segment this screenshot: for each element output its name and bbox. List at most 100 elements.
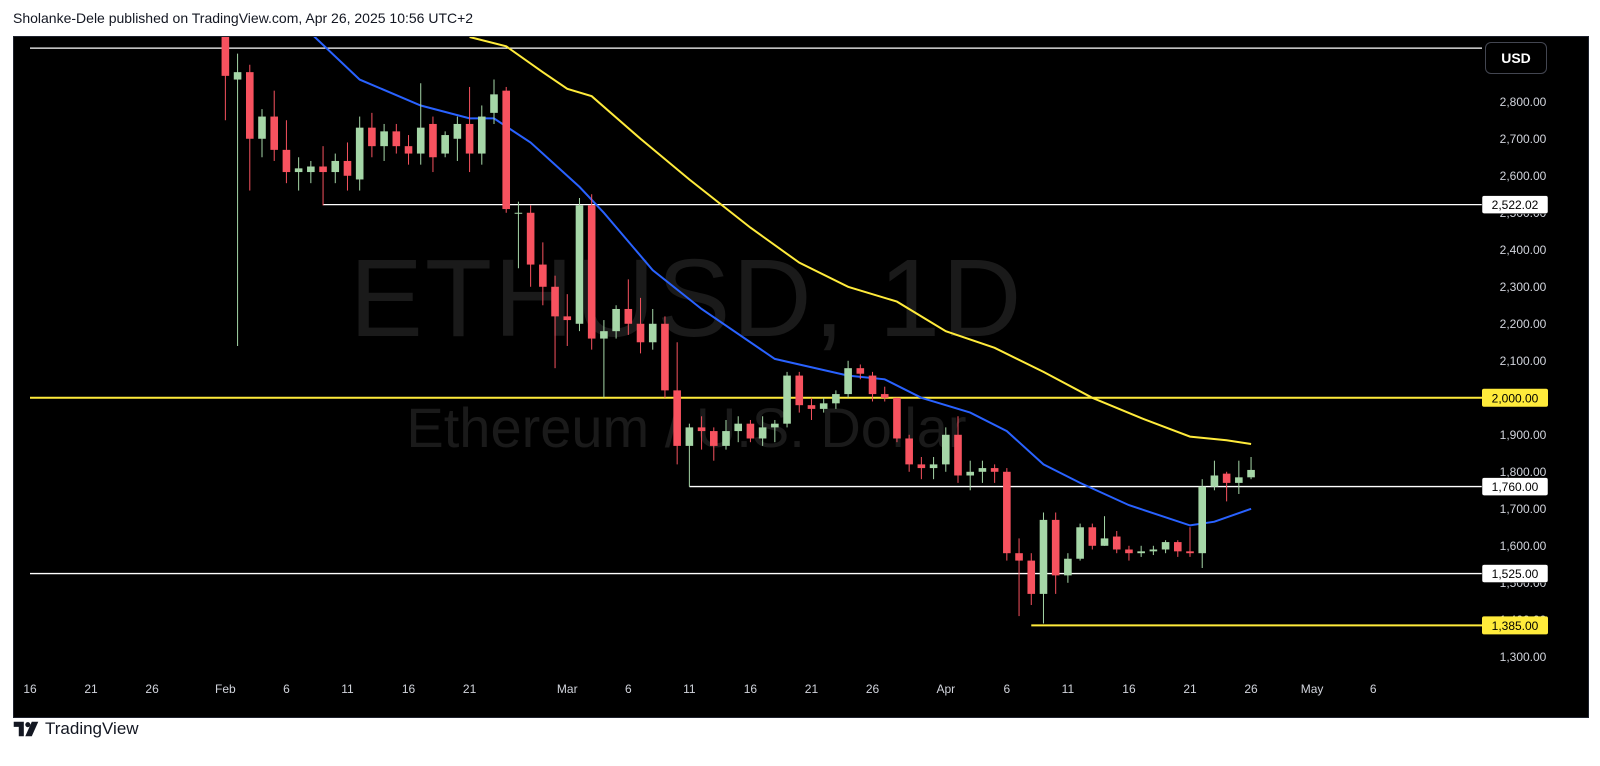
candle-body — [1076, 527, 1084, 559]
candle-body — [307, 166, 315, 173]
candle — [1137, 545, 1145, 557]
level-price-label: 1,760.00 — [1492, 480, 1539, 494]
candle — [905, 434, 913, 472]
chart-pane[interactable]: ETHUSD, 1D Ethereum / U.S. Dollar 1,300.… — [13, 36, 1589, 718]
candle — [587, 194, 596, 350]
candle-body — [978, 468, 987, 472]
candle — [270, 90, 279, 161]
y-axis-tick-label: 2,600.00 — [1500, 169, 1547, 183]
candle — [697, 416, 706, 450]
publisher-caption: Sholanke-Dele published on TradingView.c… — [13, 10, 474, 26]
candle-body — [343, 160, 352, 176]
candle — [343, 142, 352, 191]
candle — [880, 386, 889, 402]
y-axis-tick-label: 1,300.00 — [1500, 650, 1547, 664]
candle-body — [734, 423, 743, 432]
candle-body — [416, 127, 425, 154]
candle-body — [465, 123, 474, 154]
candle — [771, 419, 779, 443]
candle-body — [1088, 527, 1097, 546]
level-price-label: 1,385.00 — [1492, 619, 1539, 633]
y-axis-tick-label: 2,700.00 — [1500, 132, 1547, 146]
candle-body — [1161, 542, 1170, 550]
candle-body — [587, 205, 596, 339]
candle-body — [1100, 538, 1109, 546]
tradingview-logo-icon — [13, 721, 39, 737]
y-axis-tick-label: 2,100.00 — [1500, 354, 1547, 368]
price-chart[interactable]: 1,300.001,400.001,500.001,600.001,700.00… — [14, 37, 1588, 717]
candle-body — [1247, 469, 1255, 478]
candle-body — [917, 464, 926, 469]
candle — [954, 416, 962, 483]
candle-body — [1112, 536, 1121, 550]
candle — [758, 416, 767, 446]
candle-body — [1235, 477, 1243, 483]
candle-body — [270, 116, 279, 150]
candle — [1149, 545, 1158, 556]
candle-body — [722, 431, 730, 446]
candle — [1076, 523, 1084, 561]
candle-body — [990, 468, 999, 472]
currency-button[interactable]: USD — [1485, 42, 1547, 74]
candle — [477, 105, 486, 165]
candle-body — [685, 427, 694, 446]
candle-body — [331, 160, 340, 173]
level-price-badge — [1481, 564, 1549, 583]
level-price-label: 2,522.02 — [1492, 198, 1539, 212]
y-axis-tick-label: 2,400.00 — [1500, 243, 1547, 257]
candle — [1173, 540, 1182, 557]
candle — [734, 416, 743, 443]
brand[interactable]: TradingView — [13, 719, 139, 739]
candle — [856, 364, 865, 380]
x-axis-tick-label: 21 — [463, 682, 477, 696]
candle-body — [795, 375, 804, 406]
candle — [966, 460, 975, 491]
candle — [1198, 479, 1207, 568]
plot-area — [30, 37, 1482, 627]
candle-body — [429, 123, 437, 158]
candle-body — [233, 72, 242, 80]
candle-body — [832, 394, 840, 404]
candle — [465, 86, 474, 173]
x-axis-tick-label: 16 — [1122, 682, 1136, 696]
candle — [1088, 523, 1097, 550]
candle — [526, 205, 535, 287]
candle-body — [245, 72, 254, 139]
candle-body — [844, 368, 852, 395]
x-axis-tick-label: 21 — [1183, 682, 1197, 696]
x-axis-tick-label: 21 — [84, 682, 98, 696]
candle — [1100, 516, 1109, 546]
candle — [551, 275, 559, 369]
candle — [1064, 553, 1072, 583]
candle — [380, 123, 388, 161]
x-axis-tick-label: Feb — [215, 682, 236, 696]
candle — [1027, 553, 1036, 605]
candle — [221, 37, 230, 121]
candle — [795, 371, 804, 413]
candle-body — [368, 127, 376, 147]
candle-body — [539, 264, 547, 287]
candle — [1222, 471, 1231, 502]
candle-body — [319, 166, 327, 173]
candle-body — [221, 37, 230, 76]
candle-body — [551, 286, 559, 317]
candle-body — [612, 308, 620, 332]
candle — [819, 397, 828, 413]
candle — [294, 157, 303, 191]
candle-body — [258, 116, 266, 139]
candle — [807, 397, 816, 420]
candle-body — [1015, 553, 1023, 561]
candle — [233, 53, 242, 346]
candle — [1186, 527, 1194, 557]
candle-body — [502, 90, 511, 210]
x-axis-tick-label: 16 — [744, 682, 758, 696]
candle-body — [1186, 551, 1194, 554]
candle — [368, 112, 376, 158]
candle — [392, 123, 401, 154]
candle-body — [1149, 549, 1158, 552]
candle — [1112, 530, 1121, 554]
candle-body — [355, 127, 364, 180]
candle — [1210, 460, 1219, 491]
candle-body — [404, 146, 413, 154]
candle-body — [783, 375, 791, 424]
